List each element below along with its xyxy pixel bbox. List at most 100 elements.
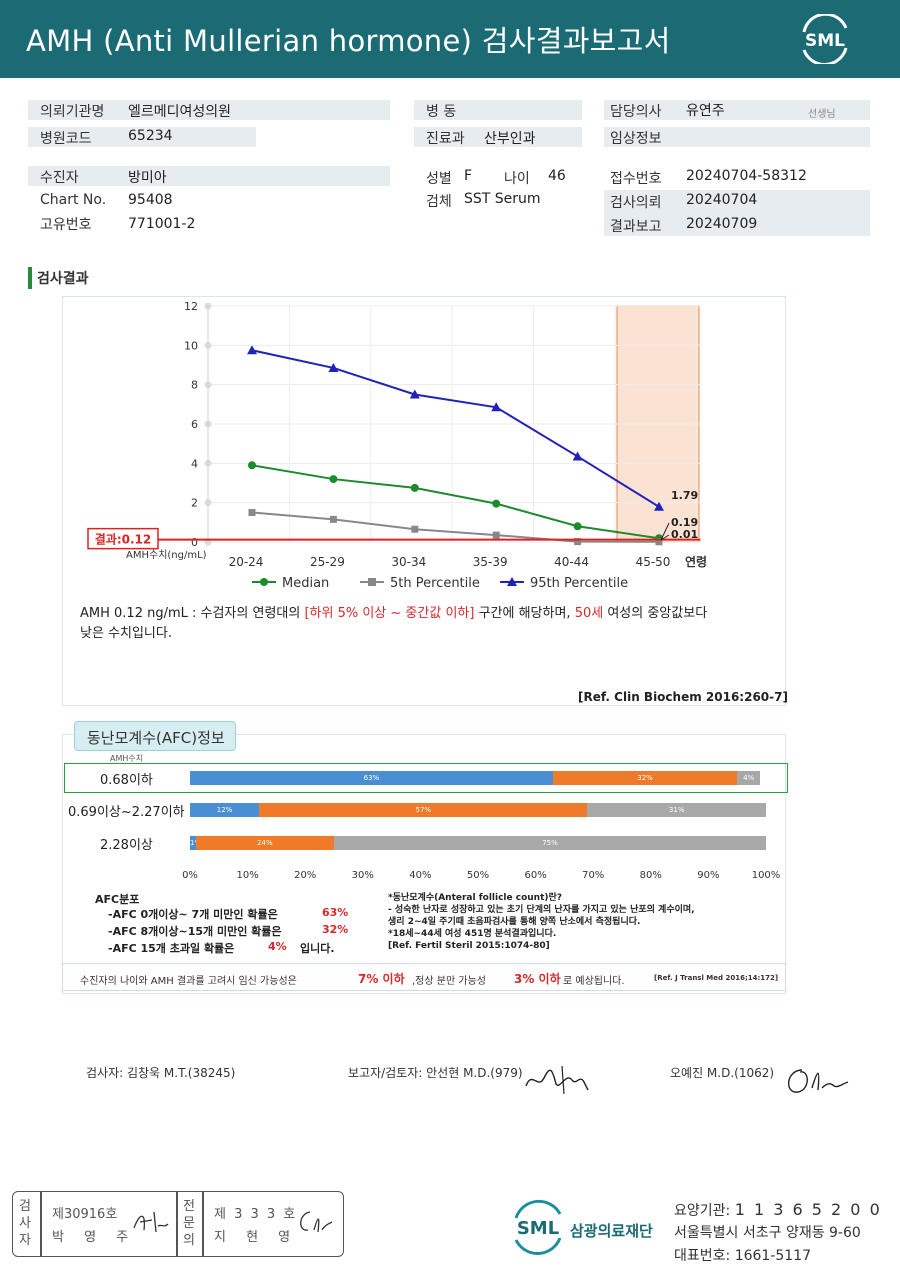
afc-dist-line-1-text: -AFC 0개이상~ 7개 미만인 확률은 xyxy=(108,908,278,921)
y-tick-label: 4 xyxy=(191,457,198,470)
report-label: 결과보고 xyxy=(610,219,662,235)
info-band-doctor xyxy=(604,100,870,120)
afc-bar-segment: 1% xyxy=(190,836,196,850)
stamp-license-1: 제30916호 xyxy=(52,1207,118,1222)
afc-x-tick-label: 40% xyxy=(409,870,431,881)
series-line-2 xyxy=(251,349,660,508)
age-value: 46 xyxy=(548,168,566,184)
data-point xyxy=(574,538,582,546)
y-tick-label: 12 xyxy=(184,300,198,313)
patient-value: 방미아 xyxy=(128,170,167,186)
afc-dist-line-2-text: -AFC 8개이상~15개 미만인 확률은 xyxy=(108,925,282,938)
afc-summary-pregnancy: 7% 이하 xyxy=(358,972,405,986)
afc-row-label: 0.68이하 xyxy=(100,773,153,788)
svg-text:SML: SML xyxy=(805,31,845,51)
afc-dist-line-2-pct: 32% xyxy=(322,923,349,936)
info-band-code xyxy=(28,127,256,147)
afc-x-tick-label: 60% xyxy=(524,870,546,881)
series-line-1 xyxy=(251,511,660,543)
afc-note-title: *동난모계수(Anteral follicle count)란? xyxy=(388,893,562,903)
afc-bar-segment: 63% xyxy=(190,771,553,785)
afc-x-tick-label: 50% xyxy=(467,870,489,881)
value-annotation: 1.79 xyxy=(671,489,698,502)
afc-note-line1: - 성숙한 난자로 성장하고 있는 초기 단계의 난자를 가지고 있는 난포의 … xyxy=(388,905,695,915)
afc-dist-line-1: -AFC 0개이상~ 7개 미만인 확률은 63% xyxy=(108,906,348,922)
afc-x-tick-label: 30% xyxy=(352,870,374,881)
data-point xyxy=(491,402,502,412)
afc-panel xyxy=(62,734,786,994)
y-tick-label: 2 xyxy=(191,497,198,510)
afc-row-label: 2.28이상 xyxy=(100,838,153,853)
specimen-value: SST Serum xyxy=(464,191,541,207)
clinical-label: 임상정보 xyxy=(610,131,662,147)
care-institution: 요양기관: 1 1 3 6 5 2 0 0 xyxy=(674,1200,882,1220)
stamp-license-2: 제 3 3 3 호 xyxy=(214,1207,298,1222)
data-point xyxy=(248,509,256,516)
y-tick-label: 6 xyxy=(191,418,198,431)
afc-x-tick-label: 10% xyxy=(236,870,258,881)
data-point xyxy=(655,538,663,546)
legend-marker xyxy=(507,577,517,586)
stamp-signature-1 xyxy=(133,1211,169,1233)
afc-summary-c: ,정상 분만 가능성 xyxy=(412,976,486,987)
afc-row-highlight xyxy=(64,763,788,793)
section-marker xyxy=(28,267,32,289)
x-axis-suffix: 연령 xyxy=(685,554,707,569)
doctor-signature: 오예진 M.D.(1062) xyxy=(670,1066,775,1080)
doctor-suffix: 선생님 xyxy=(808,109,836,120)
afc-x-tick-label: 20% xyxy=(294,870,316,881)
afc-dist-line-3-pct: 4% xyxy=(268,940,287,953)
y-axis-label: AMH수치(ng/mL) xyxy=(126,549,207,561)
afc-stacked-bar: 63% 32% 4% xyxy=(190,771,766,785)
request-label: 검사의뢰 xyxy=(610,195,662,211)
afc-bar-segment: 75% xyxy=(334,836,766,850)
stamp-divider-3 xyxy=(202,1191,204,1257)
afc-bar-segment: 4% xyxy=(737,771,761,785)
data-point xyxy=(492,499,501,508)
reporter-handwritten-signature xyxy=(525,1065,589,1095)
data-point xyxy=(328,362,339,372)
request-value: 20240704 xyxy=(686,192,758,208)
age-label: 나이 xyxy=(504,171,530,187)
afc-bar-segment: 32% xyxy=(552,771,738,785)
afc-x-tick-label: 90% xyxy=(697,870,719,881)
hospital-value: 엘르메디여성의원 xyxy=(128,104,232,120)
x-tick-label: 45-50 xyxy=(636,555,671,569)
uid-label: 고유번호 xyxy=(40,217,92,233)
afc-stacked-bar: 12% 57% 31% xyxy=(190,803,766,817)
afc-dist-line-3-tail: 입니다. xyxy=(300,942,335,955)
info-band-dept xyxy=(414,127,582,147)
section-title: 검사결과 xyxy=(37,271,89,287)
chart-reference: [Ref. Clin Biochem 2016:260-7] xyxy=(578,690,788,704)
afc-summary-e: 로 예상됩니다. xyxy=(563,976,625,987)
care-label: 요양기관: xyxy=(674,1203,731,1219)
afc-bar-segment: 57% xyxy=(259,803,588,817)
afc-dist-line-3-text: -AFC 15개 초과일 확률은 xyxy=(108,942,235,955)
sex-value: F xyxy=(464,168,473,184)
afc-x-tick-label: 100% xyxy=(752,870,780,881)
afc-x-tick-label: 0% xyxy=(182,870,198,881)
interpretation-line2: 낮은 수치입니다. xyxy=(80,626,172,641)
doctor-value: 유연주 xyxy=(686,103,725,119)
data-point xyxy=(654,501,664,511)
certification-stamp xyxy=(12,1191,344,1257)
svg-text:SML: SML xyxy=(517,1218,559,1239)
receipt-value: 20240704-58312 xyxy=(686,168,807,184)
afc-row-label: 0.69이상~2.27이하 xyxy=(68,805,185,820)
report-title: AMH (Anti Mullerian hormone) 검사결과보고서 xyxy=(26,24,671,58)
annotation-leader xyxy=(660,534,670,541)
info-band-dates xyxy=(604,190,870,236)
amh-line-chart: 0 2 4 6 8 10 12 20-24 25-29 30-34 35-39 40-44 45-50 연… xyxy=(87,300,707,591)
org-name: 삼광의료재단 xyxy=(570,1222,653,1240)
stamp-name-2: 지 현 영 xyxy=(214,1230,299,1245)
chart-no-label: Chart No. xyxy=(40,192,107,208)
phone-value: 1661-5117 xyxy=(734,1248,812,1264)
legend-marker xyxy=(260,578,268,586)
legend-label: Median xyxy=(282,576,329,591)
interpretation-range: [하위 5% 이상 ~ 중간값 이하] xyxy=(304,606,475,621)
data-point xyxy=(411,525,419,533)
stamp-divider-2 xyxy=(176,1191,178,1257)
code-value: 65234 xyxy=(128,128,173,144)
result-label-box xyxy=(87,527,159,550)
sml-foundation-logo: SML xyxy=(514,1199,562,1255)
